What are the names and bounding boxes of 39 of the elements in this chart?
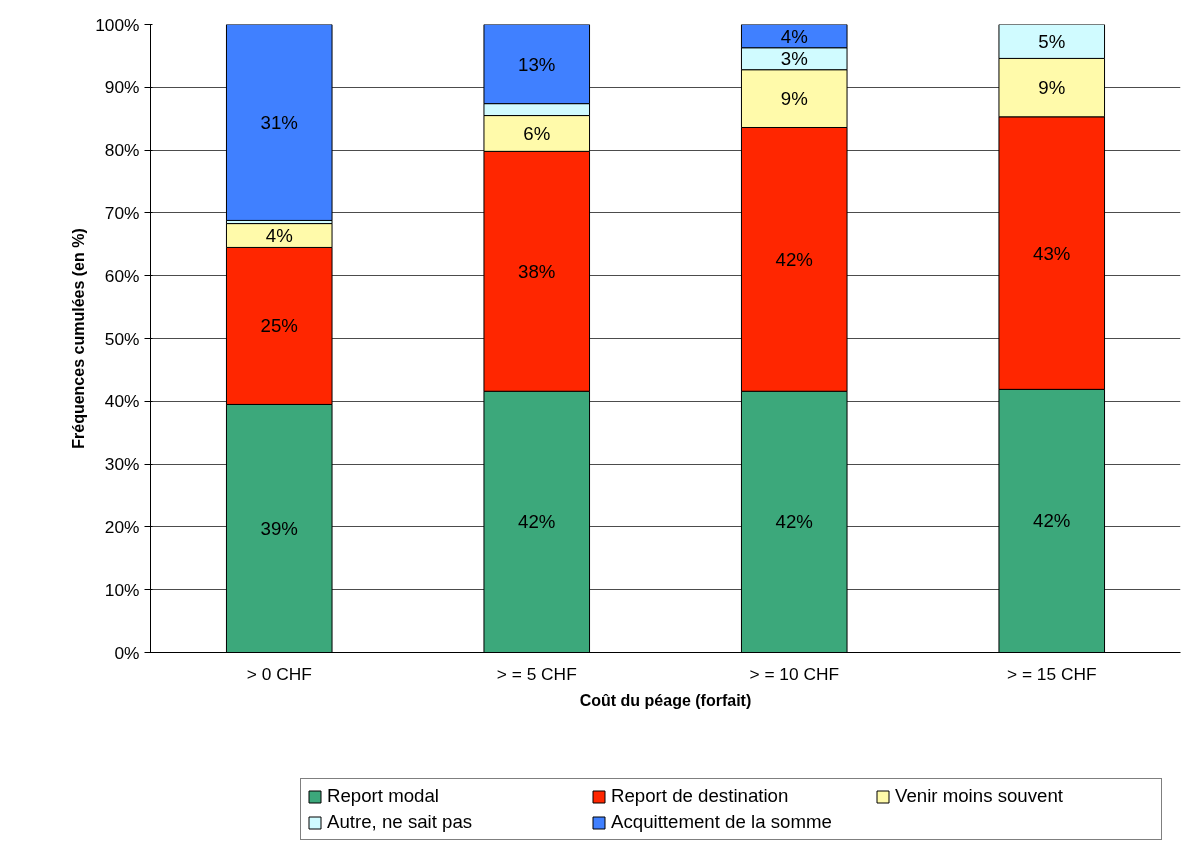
data-label: 42% [775,511,813,533]
y-tick-label: 70% [104,202,140,223]
data-label: 9% [780,88,808,110]
legend-label: Report modal [327,785,440,807]
data-label: 31% [260,111,298,133]
data-label: 6% [523,122,551,144]
y-tick-label: 100% [95,14,140,35]
y-tick-label: 10% [104,579,140,600]
y-tick-label: 50% [104,328,140,349]
data-label: 43% [1033,242,1071,264]
y-tick-label: 60% [104,265,140,286]
y-tick-label: 90% [104,77,140,98]
y-tick-label: 0% [114,642,140,663]
x-tick-label: > = 5 CHF [496,663,577,684]
data-label: 9% [1038,77,1066,99]
data-label: 42% [775,248,813,270]
data-label: 5% [1038,30,1066,52]
data-label: 42% [1033,510,1071,532]
data-label: 3% [780,48,808,70]
legend-label: Venir moins souvent [895,785,1064,807]
data-label: 13% [518,53,556,75]
data-label: 42% [518,511,556,533]
data-label: 39% [260,517,298,539]
y-axis-title: Fréquences cumulées (en %) [70,228,88,449]
x-tick-label: > = 10 CHF [749,663,840,684]
x-tick-label: > 0 CHF [246,663,312,684]
y-tick-label: 20% [104,516,140,537]
data-label: 38% [518,260,556,282]
legend-label: Autre, ne sait pas [327,811,474,833]
y-tick-label: 30% [104,454,140,475]
legend-label: Report de destination [611,785,790,807]
x-tick-label: > = 15 CHF [1006,663,1097,684]
data-label: 4% [265,225,293,247]
data-label: 4% [780,25,808,47]
y-tick-label: 80% [104,140,140,161]
x-axis-title: Coût du péage (forfait) [579,691,752,709]
legend-label: Acquittement de la somme [611,811,833,833]
y-tick-label: 40% [104,391,140,412]
data-label: 25% [260,315,298,337]
